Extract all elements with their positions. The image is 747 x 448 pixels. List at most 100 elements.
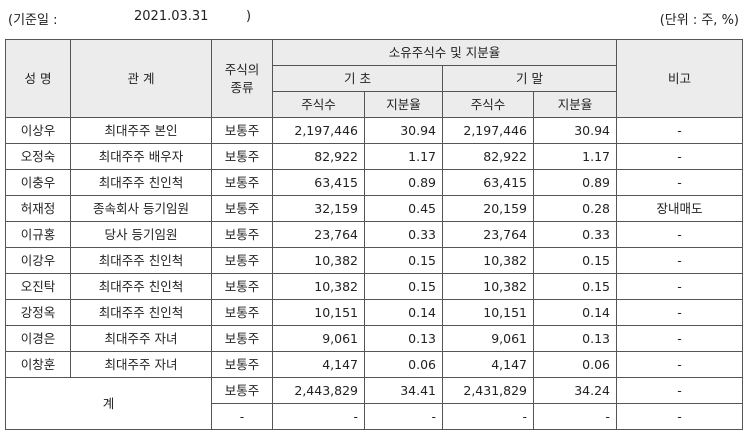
cell-end-ratio: 34.24: [532, 377, 618, 404]
stock-type-line1: 주식의: [224, 61, 260, 77]
table-row: 오정숙 최대주주 배우자 보통주 82,922 1.17 82,922 1.17-: [5, 143, 744, 170]
cell-relation: 최대주주 자녀: [70, 325, 212, 352]
cell-end-shares: 10,382: [442, 273, 534, 300]
cell-begin-shares: 2,443,829: [272, 377, 365, 404]
cell-end-shares: 23,764: [442, 221, 534, 248]
cell-end-ratio: -: [532, 403, 618, 430]
cell-stock-type: 보통주: [211, 351, 273, 378]
cell-end-shares: 2,197,446: [442, 117, 534, 144]
col-end-ratio-header: 지분율: [532, 91, 618, 118]
cell-end-shares: 20,159: [442, 195, 534, 222]
cell-stock-type: 보통주: [211, 299, 273, 326]
cell-begin-ratio: 0.45: [364, 195, 443, 222]
cell-relation: 당사 등기임원: [70, 221, 212, 248]
cell-end-shares: 82,922: [442, 143, 534, 170]
table-row: 이충우 최대주주 친인척 보통주 63,415 0.89 63,415 0.89-: [5, 169, 744, 196]
shareholder-table: 성 명 관 계 주식의 종류 소유주식수 및 지분율 비고 기 초 기 말 주식…: [5, 39, 744, 430]
cell-stock-type: 보통주: [211, 117, 273, 144]
cell-begin-shares: 10,382: [272, 247, 365, 274]
unit-label: (단위 : 주, %): [659, 13, 739, 28]
table-row: 이규홍 당사 등기임원 보통주 23,764 0.33 23,764 0.33-: [5, 221, 744, 248]
cell-note: -: [616, 247, 744, 274]
cell-note: -: [616, 325, 744, 352]
cell-end-ratio: 0.15: [532, 247, 618, 274]
cell-begin-ratio: 0.15: [364, 247, 443, 274]
total-row: ------: [6, 403, 744, 430]
cell-begin-shares: 9,061: [272, 325, 365, 352]
cell-end-shares: 10,151: [442, 299, 534, 326]
cell-begin-ratio: -: [364, 403, 443, 430]
cell-stock-type: 보통주: [211, 325, 273, 352]
total-row: 계 보통주 2,443,829 34.41 2,431,829 34.24-: [5, 377, 744, 430]
cell-name: 이규홍: [5, 221, 71, 248]
cell-relation: 최대주주 친인척: [70, 169, 212, 196]
cell-end-shares: -: [442, 403, 534, 430]
cell-name: 강정옥: [5, 299, 71, 326]
cell-relation: 최대주주 친인척: [70, 247, 212, 274]
cell-begin-ratio: 0.06: [364, 351, 443, 378]
cell-stock-type: 보통주: [211, 221, 273, 248]
cell-note: -: [616, 299, 744, 326]
cell-begin-ratio: 0.15: [364, 273, 443, 300]
cell-relation: 최대주주 친인척: [70, 273, 212, 300]
total-label: 계: [5, 377, 212, 430]
cell-stock-type: 보통주: [211, 247, 273, 274]
cell-note: -: [616, 169, 744, 196]
cell-end-ratio: 0.13: [532, 325, 618, 352]
table-row: 이강우 최대주주 친인척 보통주 10,382 0.15 10,382 0.15-: [5, 247, 744, 274]
cell-relation: 최대주주 배우자: [70, 143, 212, 170]
cell-note: -: [616, 403, 744, 430]
cell-begin-shares: 23,764: [272, 221, 365, 248]
col-begin-shares-header: 주식수: [272, 91, 365, 118]
cell-end-ratio: 0.14: [532, 299, 618, 326]
cell-end-shares: 9,061: [442, 325, 534, 352]
table-row: 이창훈 최대주주 자녀 보통주 4,147 0.06 4,147 0.06-: [5, 351, 744, 378]
col-note-header: 비고: [616, 39, 744, 118]
cell-relation: 최대주주 친인척: [70, 299, 212, 326]
base-date-label: (기준일 :: [8, 13, 58, 28]
cell-end-shares: 63,415: [442, 169, 534, 196]
cell-begin-shares: 63,415: [272, 169, 365, 196]
cell-name: 오정숙: [5, 143, 71, 170]
col-relation-header: 관 계: [70, 39, 212, 118]
stock-type-line2: 종류: [230, 79, 254, 95]
cell-name: 허재정: [5, 195, 71, 222]
cell-note: -: [616, 221, 744, 248]
cell-name: 이강우: [5, 247, 71, 274]
cell-name: 오진탁: [5, 273, 71, 300]
cell-stock-type: 보통주: [211, 169, 273, 196]
cell-relation: 종속회사 등기임원: [70, 195, 212, 222]
cell-note: 장내매도: [616, 195, 744, 222]
cell-begin-ratio: 1.17: [364, 143, 443, 170]
cell-end-ratio: 30.94: [532, 117, 618, 144]
cell-begin-shares: 10,382: [272, 273, 365, 300]
table-row: 강정옥 최대주주 친인척 보통주 10,151 0.14 10,151 0.14-: [5, 299, 744, 326]
cell-end-shares: 10,382: [442, 247, 534, 274]
cell-stock-type: 보통주: [211, 377, 273, 404]
cell-stock-type: 보통주: [211, 273, 273, 300]
table-row: 이상우 최대주주 본인 보통주 2,197,446 30.94 2,197,446 30.9…: [5, 117, 744, 144]
cell-begin-shares: 10,151: [272, 299, 365, 326]
cell-stock-type: 보통주: [211, 143, 273, 170]
cell-end-ratio: 1.17: [532, 143, 618, 170]
cell-begin-shares: 2,197,446: [272, 117, 365, 144]
cell-end-ratio: 0.33: [532, 221, 618, 248]
cell-begin-ratio: 0.89: [364, 169, 443, 196]
cell-name: 이상우: [5, 117, 71, 144]
cell-end-shares: 4,147: [442, 351, 534, 378]
table-body: 이상우 최대주주 본인 보통주 2,197,446 30.94 2,197,446 30.9…: [5, 117, 744, 430]
table-row: 이경은 최대주주 자녀 보통주 9,061 0.13 9,061 0.13-: [5, 325, 744, 352]
cell-begin-ratio: 0.13: [364, 325, 443, 352]
cell-end-shares: 2,431,829: [442, 377, 534, 404]
col-begin-header: 기 초: [272, 65, 443, 92]
col-owned-group-header: 소유주식수 및 지분율: [271, 39, 618, 66]
col-end-header: 기 말: [441, 65, 618, 92]
cell-relation: 최대주주 자녀: [70, 351, 212, 378]
cell-stock-type: 보통주: [211, 195, 273, 222]
cell-note: -: [616, 143, 744, 170]
cell-begin-ratio: 0.14: [364, 299, 443, 326]
report-header: (기준일 : 2021.03.31 ) (단위 : 주, %): [6, 9, 741, 29]
cell-end-ratio: 0.28: [532, 195, 618, 222]
cell-begin-ratio: 0.33: [364, 221, 443, 248]
cell-name: 이경은: [5, 325, 71, 352]
